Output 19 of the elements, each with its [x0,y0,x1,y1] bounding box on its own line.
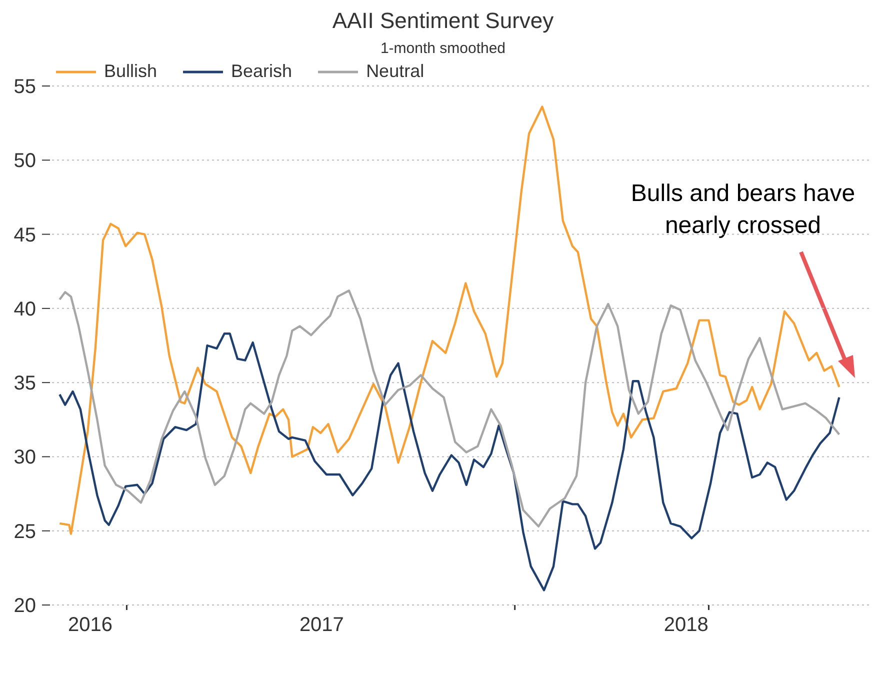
y-tick-label: 45 [14,224,36,246]
y-tick-label: 20 [14,595,36,617]
legend-label: Neutral [365,61,424,82]
y-tick-label: 50 [14,150,36,172]
chart-subtitle: 1-month smoothed [379,40,507,57]
y-tick-label: 25 [14,520,36,543]
legend-label: Bullish [103,61,158,82]
y-tick-label: 30 [14,446,36,469]
x-tick-label: 2017 [299,614,344,636]
x-tick-label: 2016 [68,614,113,636]
y-tick-label: 40 [14,298,36,320]
x-tick-label: 2018 [664,614,708,636]
legend-label: Bearish [230,61,292,82]
line-series [58,332,840,592]
chart-title: AAII Sentiment Survey [331,8,555,34]
line-series [58,290,840,528]
y-tick-label: 55 [14,76,36,98]
annotation: Bulls and bears have nearly crossed [630,179,856,241]
y-tick-label: 35 [14,372,36,395]
